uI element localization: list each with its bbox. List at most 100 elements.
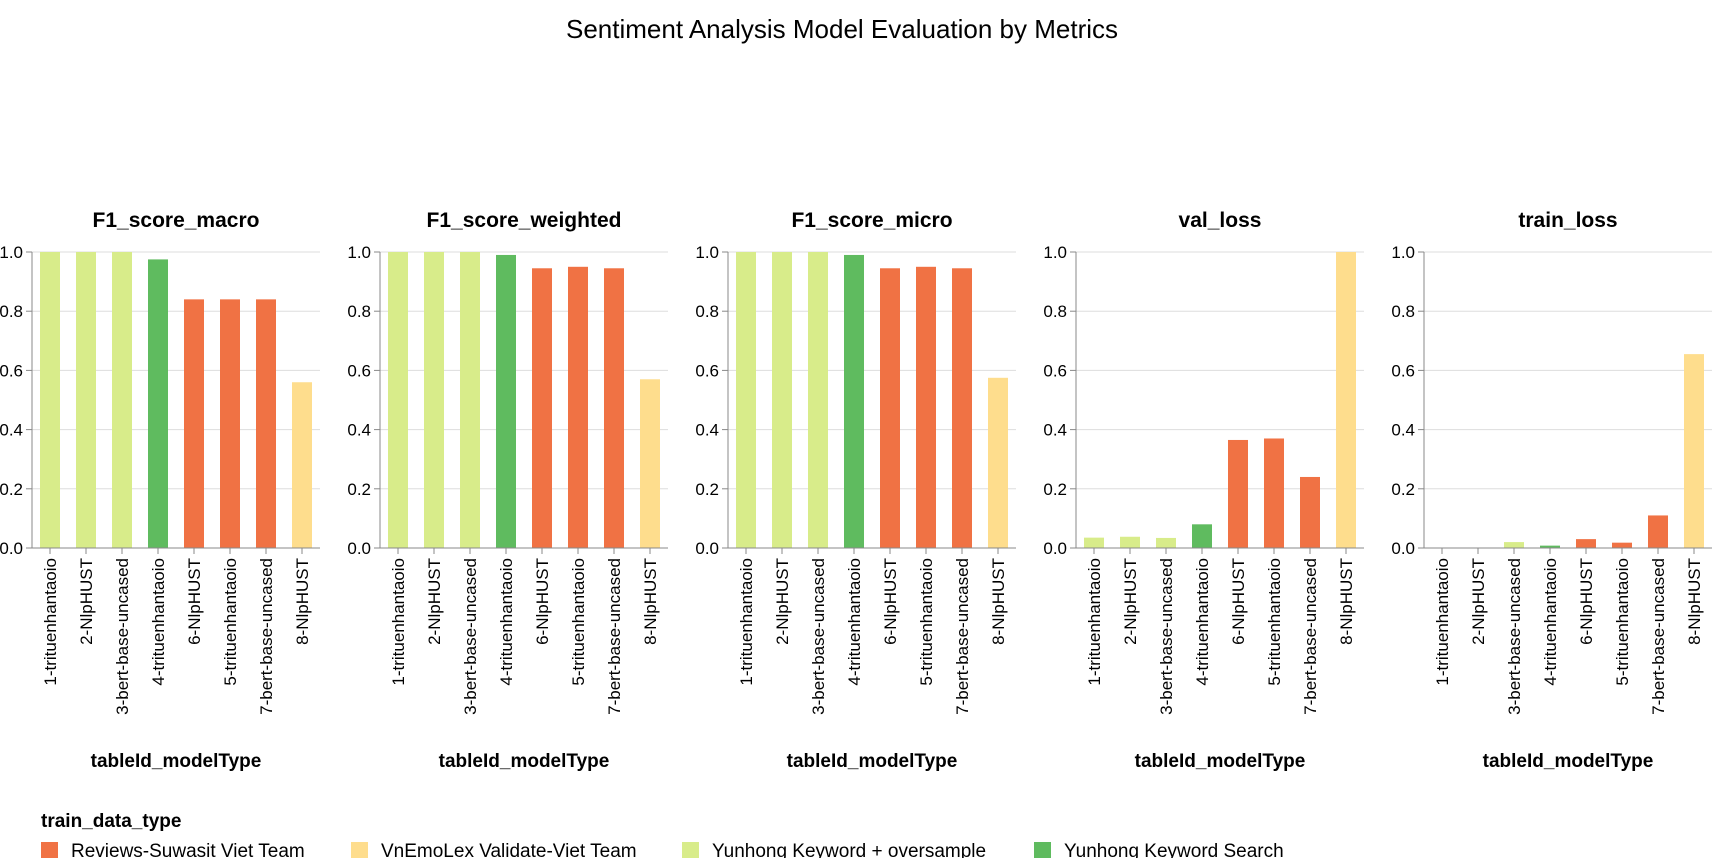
y-tick-label: 0.4 (1043, 421, 1067, 440)
bar (1540, 545, 1560, 548)
y-tick-label: 0.8 (0, 302, 23, 321)
x-tick-label: 1-trituenhantaoio (1085, 558, 1104, 686)
x-tick-label: 6-NlpHUST (1577, 558, 1596, 645)
bar (496, 254, 516, 548)
bar (460, 252, 480, 548)
x-tick-label: 4-trituenhantaoio (1541, 558, 1560, 686)
bar (568, 266, 588, 548)
bar (916, 266, 936, 548)
x-tick-label: 2-NlpHUST (425, 558, 444, 645)
x-tick-label: 1-trituenhantaoio (737, 558, 756, 686)
x-tick-label: 5-trituenhantaoio (569, 558, 588, 686)
y-tick-label: 0.2 (0, 480, 23, 499)
y-tick-label: 0.6 (347, 361, 371, 380)
bar (1684, 354, 1704, 548)
bar (256, 299, 276, 548)
panel-title: train_loss (1518, 209, 1617, 232)
legend-label: Yunhong Keyword + oversample (712, 841, 986, 858)
y-tick-label: 0.4 (347, 421, 371, 440)
x-tick-label: 4-trituenhantaoio (1193, 558, 1212, 686)
x-tick-label: 6-NlpHUST (881, 558, 900, 645)
x-axis-title: tableId_modelType (1135, 751, 1306, 772)
legend-label: Reviews-Suwasit Viet Team (71, 841, 305, 858)
panel-title: F1_score_macro (93, 209, 260, 232)
y-tick-label: 0.2 (1391, 480, 1415, 499)
x-tick-label: 4-trituenhantaoio (149, 558, 168, 686)
y-tick-label: 0.6 (695, 361, 719, 380)
x-tick-label: 1-trituenhantaoio (1433, 558, 1452, 686)
y-tick-label: 0.0 (0, 539, 23, 558)
x-tick-label: 3-bert-base-uncased (113, 558, 132, 715)
y-tick-label: 0.8 (1391, 302, 1415, 321)
y-tick-label: 0.0 (1043, 539, 1067, 558)
bar (184, 299, 204, 548)
bar (808, 252, 828, 548)
legend-title: train_data_type (41, 811, 181, 832)
y-tick-label: 1.0 (695, 243, 719, 262)
bar (736, 252, 756, 548)
y-tick-label: 1.0 (347, 243, 371, 262)
bar (76, 252, 96, 548)
x-tick-label: 3-bert-base-uncased (1505, 558, 1524, 715)
x-tick-label: 4-trituenhantaoio (497, 558, 516, 686)
x-tick-label: 7-bert-base-uncased (605, 558, 624, 715)
y-tick-label: 0.0 (695, 539, 719, 558)
x-tick-label: 5-trituenhantaoio (1265, 558, 1284, 686)
y-tick-label: 0.6 (1391, 361, 1415, 380)
legend-swatch (1034, 842, 1051, 858)
bar (292, 382, 312, 548)
legend-swatch (351, 842, 368, 858)
y-tick-label: 0.6 (1043, 361, 1067, 380)
x-tick-label: 6-NlpHUST (185, 558, 204, 645)
y-tick-label: 0.0 (347, 539, 371, 558)
x-tick-label: 8-NlpHUST (1337, 558, 1356, 645)
bar (952, 268, 972, 548)
x-tick-label: 1-trituenhantaoio (389, 558, 408, 686)
chart-title: Sentiment Analysis Model Evaluation by M… (566, 14, 1118, 44)
bar (40, 252, 60, 548)
y-tick-label: 0.2 (1043, 480, 1067, 499)
bar (1228, 439, 1248, 548)
panel-F1_score_macro: F1_score_macro 0.0 0.2 0.4 0.6 0.8 1.0 1-tritue… (0, 209, 320, 772)
legend-label: VnEmoLex Validate-Viet Team (381, 841, 637, 858)
x-tick-label: 4-trituenhantaoio (845, 558, 864, 686)
y-tick-label: 1.0 (1391, 243, 1415, 262)
y-tick-label: 0.8 (1043, 302, 1067, 321)
bar (148, 259, 168, 548)
chart-panels: F1_score_macro 0.0 0.2 0.4 0.6 0.8 1.0 1-tritue… (0, 209, 1712, 772)
x-tick-label: 2-NlpHUST (1469, 558, 1488, 645)
x-tick-label: 6-NlpHUST (533, 558, 552, 645)
bar (1648, 515, 1668, 548)
panel-title: F1_score_weighted (427, 209, 622, 232)
bar (424, 252, 444, 548)
panel-val_loss: val_loss 0.0 0.2 0.4 0.6 0.8 1.0 1-trituenhanta… (1043, 209, 1364, 772)
x-tick-label: 2-NlpHUST (773, 558, 792, 645)
chart-legend: train_data_type Reviews-Suwasit Viet Team… (41, 811, 1284, 858)
x-tick-label: 5-trituenhantaoio (221, 558, 240, 686)
x-tick-label: 7-bert-base-uncased (1301, 558, 1320, 715)
y-tick-label: 0.8 (695, 302, 719, 321)
x-tick-label: 7-bert-base-uncased (953, 558, 972, 715)
panel-F1_score_weighted: F1_score_weighted 0.0 0.2 0.4 0.6 0.8 1.0 1-tri… (347, 209, 668, 772)
legend-label: Yunhong Keyword Search (1064, 841, 1284, 858)
x-tick-label: 3-bert-base-uncased (1157, 558, 1176, 715)
y-tick-label: 0.2 (695, 480, 719, 499)
bar (844, 254, 864, 548)
y-tick-label: 0.4 (0, 421, 23, 440)
bar (1612, 542, 1632, 548)
bar (640, 379, 660, 548)
x-tick-label: 5-trituenhantaoio (1613, 558, 1632, 686)
bar (880, 268, 900, 548)
x-tick-label: 2-NlpHUST (1121, 558, 1140, 645)
panel-train_loss: train_loss 0.0 0.2 0.4 0.6 0.8 1.0 1-trituenhan… (1391, 209, 1712, 772)
bar (1120, 536, 1140, 548)
bar (1084, 537, 1104, 548)
panel-title: val_loss (1179, 209, 1262, 232)
x-tick-label: 8-NlpHUST (293, 558, 312, 645)
y-tick-label: 0.0 (1391, 539, 1415, 558)
bar (988, 377, 1008, 548)
x-tick-label: 3-bert-base-uncased (461, 558, 480, 715)
x-tick-label: 8-NlpHUST (1685, 558, 1704, 645)
bar (388, 252, 408, 548)
